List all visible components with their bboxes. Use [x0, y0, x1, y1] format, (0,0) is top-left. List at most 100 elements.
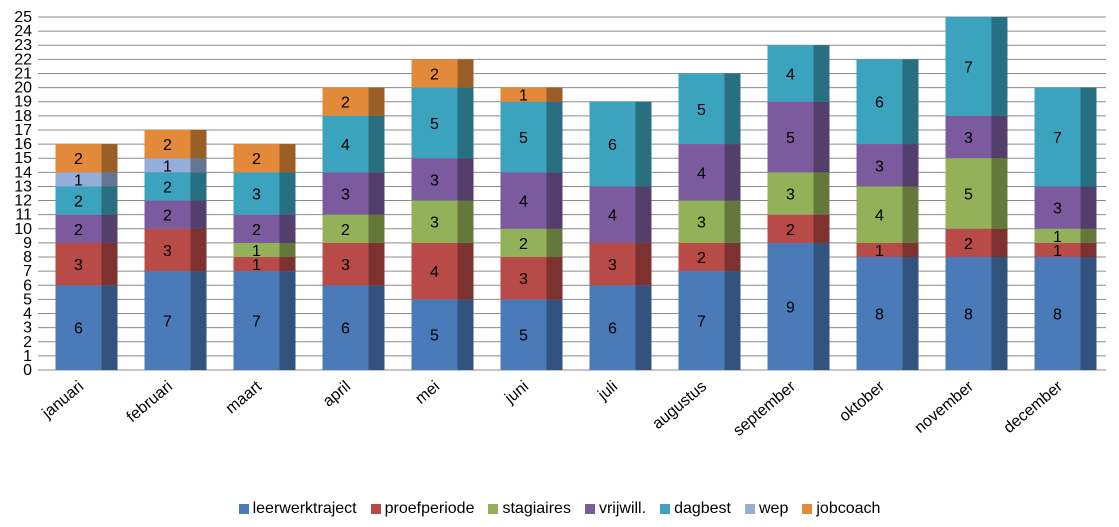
legend-label: jobcoach — [816, 500, 881, 517]
bar-segment-side — [190, 228, 207, 272]
x-category-label: februari — [124, 378, 176, 426]
legend-item: proefperiode — [370, 500, 474, 518]
data-label: 3 — [430, 172, 439, 189]
bar-segment — [233, 172, 280, 215]
bar-segment-side — [813, 101, 830, 173]
bar-segment — [767, 214, 814, 243]
data-label: 6 — [608, 137, 617, 154]
bar-segment — [144, 172, 191, 201]
bar-segment-side — [190, 158, 207, 173]
legend-item: vrijwill. — [584, 500, 647, 518]
bar-segment-side — [457, 158, 474, 201]
bar-segment — [322, 87, 369, 116]
y-tick-label: 21 — [14, 65, 32, 82]
bar-segment-side — [902, 144, 919, 187]
y-tick-label: 0 — [23, 362, 32, 379]
bar-segment-side — [724, 242, 741, 272]
bar-segment-side — [368, 172, 385, 215]
data-label: 5 — [519, 328, 528, 345]
bar-segment-side — [991, 17, 1008, 116]
y-tick-label: 11 — [15, 207, 32, 224]
bar-segment — [233, 242, 280, 258]
bar-segment — [144, 200, 191, 229]
x-category-label: november — [912, 378, 978, 437]
bar-segment — [945, 115, 992, 159]
data-label: 3 — [875, 158, 884, 175]
data-label: 1 — [163, 158, 172, 175]
data-label: 7 — [252, 314, 261, 331]
legend-swatch — [584, 504, 595, 514]
x-category-label: augustus — [649, 378, 710, 433]
bar-segment — [500, 257, 547, 300]
y-tick-label: 23 — [14, 37, 32, 54]
bar-segment — [322, 172, 369, 215]
data-label: 3 — [430, 215, 439, 232]
bar-segment — [945, 228, 992, 258]
y-tick-label: 22 — [14, 51, 32, 68]
bar-segment — [678, 73, 725, 145]
x-category-label: september — [730, 378, 799, 440]
bar-segment — [144, 158, 191, 173]
bar-segment — [1034, 242, 1081, 258]
data-label: 4 — [786, 66, 795, 83]
y-tick-label: 2 — [23, 334, 32, 351]
bar-segment-side — [101, 285, 118, 370]
y-tick-label: 20 — [14, 80, 32, 97]
data-label: 1 — [519, 88, 528, 105]
bar-segment-side — [279, 242, 296, 258]
bar-segment — [500, 228, 547, 258]
data-label: 3 — [786, 187, 795, 204]
bar-segment — [589, 285, 636, 370]
data-label: 3 — [74, 257, 83, 274]
legend-label: wep — [759, 500, 789, 517]
data-label: 1 — [252, 257, 261, 274]
bar-segment — [500, 101, 547, 173]
bar-segment — [233, 257, 280, 272]
data-label: 2 — [163, 137, 172, 154]
data-label: 4 — [519, 194, 528, 211]
data-label: 1 — [74, 172, 83, 189]
bar-segment — [767, 172, 814, 215]
bar-segment-side — [635, 285, 652, 370]
bar-segment — [1034, 257, 1081, 370]
data-label: 2 — [430, 66, 439, 83]
data-label: 5 — [786, 130, 795, 147]
y-tick-label: 25 — [14, 9, 32, 26]
bar-segment — [500, 299, 547, 370]
bar-segment — [589, 242, 636, 286]
bar-segment-side — [902, 257, 919, 370]
data-label: 2 — [964, 236, 973, 253]
y-tick-label: 3 — [23, 320, 32, 337]
data-label: 3 — [341, 187, 350, 204]
legend-label: vrijwill. — [598, 500, 647, 517]
bar-segment-side — [368, 285, 385, 370]
data-label: 6 — [74, 321, 83, 338]
bar-segment-side — [1080, 257, 1097, 370]
y-tick-label: 10 — [14, 221, 32, 238]
bar-segment — [1034, 87, 1081, 187]
data-label: 2 — [341, 95, 350, 112]
y-tick-label: 17 — [14, 122, 32, 139]
legend-item: leerwerktraject — [238, 500, 357, 518]
bar-segment — [1034, 186, 1081, 229]
data-label: 5 — [519, 130, 528, 147]
bar-segment-side — [991, 257, 1008, 370]
legend-swatch — [745, 504, 755, 514]
x-category-label: januari — [39, 378, 87, 423]
bar-segment — [856, 144, 903, 187]
data-label: 4 — [875, 208, 884, 225]
data-label: 2 — [252, 151, 261, 168]
data-label: 2 — [163, 208, 172, 225]
x-category-label: mei — [412, 378, 443, 408]
legend-label: stagiaires — [502, 500, 571, 517]
data-label: 2 — [697, 250, 706, 267]
bar-segment-side — [546, 299, 563, 370]
data-label: 8 — [964, 307, 973, 324]
bar-segment-side — [457, 59, 474, 88]
data-label: 3 — [1053, 201, 1062, 218]
bar-segment — [233, 271, 280, 370]
y-tick-label: 14 — [14, 164, 32, 181]
bar-segment-side — [101, 186, 118, 215]
bar-segment — [411, 158, 458, 201]
bar-segment-side — [546, 172, 563, 229]
